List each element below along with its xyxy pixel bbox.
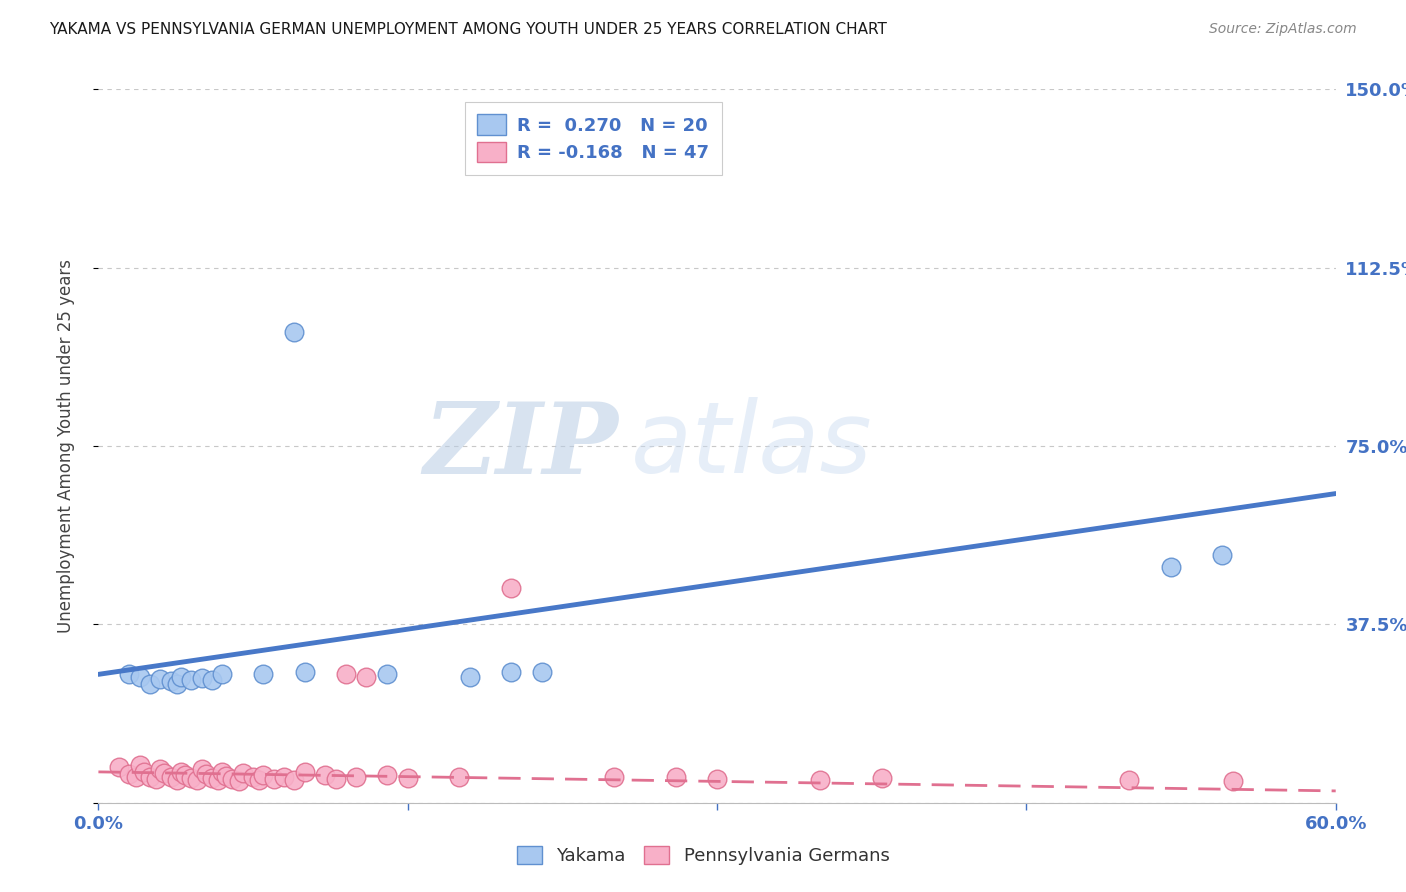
Point	[166, 677, 188, 691]
Point	[499, 581, 522, 595]
Point	[335, 667, 357, 681]
Point	[356, 670, 378, 684]
Point	[603, 770, 626, 784]
Point	[149, 763, 172, 777]
Point	[201, 673, 224, 687]
Point	[325, 772, 347, 786]
Point	[149, 672, 172, 686]
Point	[159, 674, 181, 689]
Point	[207, 772, 229, 787]
Point	[1211, 549, 1233, 563]
Point	[396, 771, 419, 785]
Point	[186, 772, 208, 787]
Point	[211, 667, 233, 681]
Point	[530, 665, 553, 679]
Point	[166, 772, 188, 787]
Point	[1160, 560, 1182, 574]
Point	[145, 772, 167, 786]
Point	[242, 770, 264, 784]
Point	[118, 667, 141, 681]
Point	[108, 760, 131, 774]
Point	[283, 772, 305, 787]
Point	[215, 769, 238, 783]
Point	[159, 770, 181, 784]
Point	[124, 770, 146, 784]
Point	[314, 768, 336, 782]
Point	[294, 665, 316, 679]
Y-axis label: Unemployment Among Youth under 25 years: Unemployment Among Youth under 25 years	[56, 259, 75, 633]
Point	[375, 768, 398, 782]
Point	[170, 670, 193, 684]
Point	[194, 767, 217, 781]
Point	[294, 764, 316, 779]
Point	[263, 772, 285, 786]
Point	[128, 670, 150, 684]
Point	[232, 766, 254, 780]
Text: ZIP: ZIP	[423, 398, 619, 494]
Point	[870, 771, 893, 785]
Point	[458, 670, 481, 684]
Text: YAKAMA VS PENNSYLVANIA GERMAN UNEMPLOYMENT AMONG YOUTH UNDER 25 YEARS CORRELATIO: YAKAMA VS PENNSYLVANIA GERMAN UNEMPLOYME…	[49, 22, 887, 37]
Point	[153, 766, 176, 780]
Point	[174, 768, 197, 782]
Point	[252, 667, 274, 681]
Point	[180, 771, 202, 785]
Point	[118, 767, 141, 781]
Point	[449, 770, 471, 784]
Point	[201, 771, 224, 785]
Point	[499, 665, 522, 679]
Text: Source: ZipAtlas.com: Source: ZipAtlas.com	[1209, 22, 1357, 37]
Point	[190, 762, 212, 776]
Point	[221, 772, 243, 786]
Point	[283, 325, 305, 339]
Point	[706, 772, 728, 786]
Point	[375, 667, 398, 681]
Point	[228, 774, 250, 789]
Legend: Yakama, Pennsylvania Germans: Yakama, Pennsylvania Germans	[509, 838, 897, 872]
Point	[273, 770, 295, 784]
Point	[128, 757, 150, 772]
Point	[139, 677, 162, 691]
Point	[247, 772, 270, 787]
Point	[190, 671, 212, 685]
Point	[132, 764, 155, 779]
Point	[139, 770, 162, 784]
Text: atlas: atlas	[630, 398, 872, 494]
Point	[344, 770, 367, 784]
Legend: R =  0.270   N = 20, R = -0.168   N = 47: R = 0.270 N = 20, R = -0.168 N = 47	[465, 102, 721, 175]
Point	[1118, 772, 1140, 787]
Point	[211, 764, 233, 779]
Point	[252, 768, 274, 782]
Point	[180, 673, 202, 687]
Point	[665, 770, 688, 784]
Point	[1222, 774, 1244, 789]
Point	[170, 764, 193, 779]
Point	[808, 772, 831, 787]
